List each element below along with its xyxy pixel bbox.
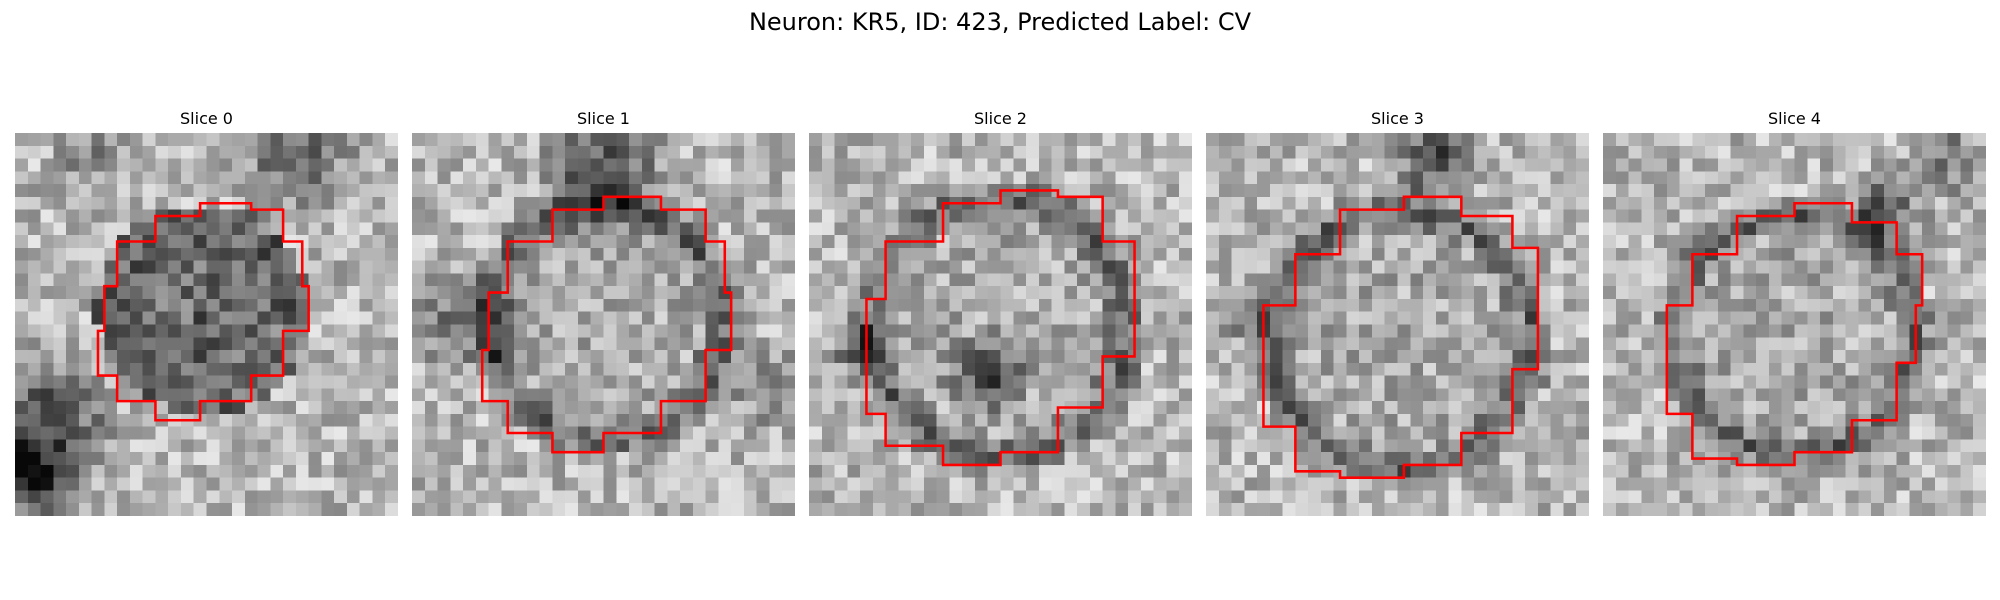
- pixel-grid: [15, 133, 398, 516]
- segmentation-contour: [480, 195, 733, 454]
- slice-title: Slice 1: [577, 109, 630, 128]
- slice-4-image: [1603, 133, 1986, 516]
- slice-title: Slice 2: [974, 109, 1027, 128]
- slice-panel: Slice 1: [412, 107, 795, 516]
- slice-panel: Slice 3: [1206, 107, 1589, 516]
- segmentation-contour: [1665, 201, 1924, 467]
- slice-2-image: [809, 133, 1192, 516]
- segmentation-contour: [96, 201, 310, 422]
- slice-title: Slice 0: [180, 109, 233, 128]
- pixel-grid: [1603, 133, 1986, 516]
- slice-panel: Slice 4: [1603, 107, 1986, 516]
- pixel-grid: [412, 133, 795, 516]
- slice-3-image: [1206, 133, 1589, 516]
- pixel-grid: [1206, 133, 1589, 516]
- slice-title: Slice 4: [1768, 109, 1821, 128]
- slice-title: Slice 3: [1371, 109, 1424, 128]
- pixel-grid: [809, 133, 1192, 516]
- segmentation-contour: [865, 189, 1136, 467]
- segmentation-contour: [1262, 195, 1540, 479]
- slice-0-image: [15, 133, 398, 516]
- slice-1-image: [412, 133, 795, 516]
- slice-panel: Slice 0: [15, 107, 398, 516]
- figure-title: Neuron: KR5, ID: 423, Predicted Label: C…: [748, 8, 1252, 36]
- slice-panel: Slice 2: [809, 107, 1192, 516]
